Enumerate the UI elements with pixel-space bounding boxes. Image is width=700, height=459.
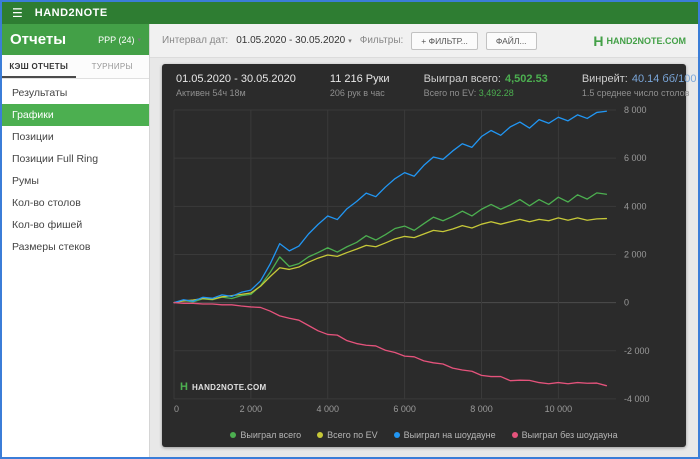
report-menu: Результаты Графики Позиции Позиции Full … <box>2 79 149 258</box>
tab-cash-reports[interactable]: КЭШ ОТЧЕТЫ <box>2 55 76 78</box>
chart-canvas[interactable]: 8 000 6 000 4 000 2 000 0 -2 000 -4 000 0 2 000 4… <box>164 102 684 423</box>
sidebar-item-tables-count[interactable]: Кол-во столов <box>12 197 81 209</box>
legend-label: Выиграл всего <box>240 430 302 440</box>
add-filter-button[interactable]: + ФИЛЬТР... <box>411 31 478 50</box>
legend-item[interactable]: Выиграл на шоудауне <box>393 430 496 440</box>
filter-toolbar: Интервал дат: 01.05.2020 - 30.05.2020 ▾ … <box>150 24 698 58</box>
avg-tables-text: 1.5 среднее число столов <box>581 88 690 98</box>
stat-winnings: Выиграл всего: 4,502.53 Всего по EV: 3,49… <box>424 73 548 98</box>
legend-item[interactable]: Выиграл без шоудауна <box>511 430 618 440</box>
legend-item[interactable]: Выиграл всего <box>230 430 301 440</box>
svg-text:8 000: 8 000 <box>624 105 646 115</box>
stat-date-range: 01.05.2020 - 30.05.2020 Активен 54ч 18м <box>176 73 296 98</box>
winrate-value: 40.14 бб/100 <box>631 73 697 85</box>
svg-text:2 000: 2 000 <box>240 404 262 414</box>
page-title: Отчеты <box>10 31 67 48</box>
date-range-dropdown[interactable]: 01.05.2020 - 30.05.2020 ▾ <box>236 35 352 46</box>
interval-label: Интервал дат: <box>162 35 229 46</box>
legend-label: Выиграл без шоудауна <box>521 430 618 440</box>
ev-total-value: 3,492.28 <box>478 88 514 98</box>
hands-count-text: 11 216 Руки <box>329 73 390 85</box>
svg-text:8 000: 8 000 <box>470 404 492 414</box>
svg-text:2 000: 2 000 <box>624 249 646 259</box>
chevron-down-icon: ▾ <box>137 36 141 44</box>
legend-dot-icon <box>230 432 237 438</box>
legend-dot-icon <box>317 432 324 438</box>
legend-item[interactable]: Всего по EV <box>317 430 378 440</box>
legend-label: Выиграл на шоудауне <box>403 430 496 440</box>
brand-text: HAND2NOTE.COM <box>606 35 686 46</box>
main-layout: Отчеты PPP (24) ▾ КЭШ ОТЧЕТЫ ТУРНИРЫ Рез… <box>2 24 698 457</box>
graph-panel: 01.05.2020 - 30.05.2020 Активен 54ч 18м … <box>162 64 696 447</box>
date-range-text: 01.05.2020 - 30.05.2020 <box>176 73 296 85</box>
legend-dot-icon <box>393 432 400 438</box>
tab-tournaments[interactable]: ТУРНИРЫ <box>91 62 133 71</box>
hand2note-brand-link[interactable]: H HAND2NOTE.COM <box>593 34 686 48</box>
svg-text:-2 000: -2 000 <box>624 346 649 356</box>
ev-total-label: Всего по EV: <box>423 88 477 98</box>
sidebar-item-positions[interactable]: Позиции <box>12 131 54 143</box>
sidebar-header: Отчеты PPP (24) ▾ <box>2 24 149 55</box>
hand2note-logo-icon: H <box>593 32 604 49</box>
stats-header: 01.05.2020 - 30.05.2020 Активен 54ч 18м … <box>162 64 696 102</box>
chart-legend: Выиграл всего Всего по EV Выиграл на шоуда… <box>162 423 686 447</box>
stat-hands: 11 216 Руки 206 рук в час <box>330 73 390 98</box>
svg-text:4 000: 4 000 <box>624 201 646 211</box>
sidebar-item-rooms[interactable]: Румы <box>12 175 39 187</box>
svg-text:10 000: 10 000 <box>545 404 572 414</box>
hands-per-hour-text: 206 рук в час <box>329 88 385 98</box>
legend-dot-icon <box>511 432 518 438</box>
main-area: Интервал дат: 01.05.2020 - 30.05.2020 ▾ … <box>150 24 698 457</box>
active-time-text: Активен 54ч 18м <box>176 88 246 98</box>
sidebar-item-positions-full-ring[interactable]: Позиции Full Ring <box>12 153 99 165</box>
date-range-value: 01.05.2020 - 30.05.2020 <box>236 35 346 46</box>
report-tabs: КЭШ ОТЧЕТЫ ТУРНИРЫ <box>2 55 149 79</box>
svg-text:-4 000: -4 000 <box>624 394 649 404</box>
filters-label: Фильтры: <box>359 35 404 46</box>
hamburger-menu-icon[interactable]: ☰ <box>12 6 23 20</box>
winnings-chart: 8 000 6 000 4 000 2 000 0 -2 000 -4 000 0 2 000 4… <box>162 102 686 423</box>
sidebar-item-chips-count[interactable]: Кол-во фишей <box>12 219 83 231</box>
content-area: 01.05.2020 - 30.05.2020 Активен 54ч 18м … <box>150 58 698 457</box>
sidebar-item-graphs[interactable]: Графики <box>2 104 149 126</box>
profile-name: PPP (24) <box>98 34 135 45</box>
top-bar: ☰ HAND2NOTE <box>2 2 698 24</box>
profile-selector[interactable]: PPP (24) ▾ <box>98 35 141 45</box>
sidebar-item-stack-sizes[interactable]: Размеры стеков <box>12 241 91 253</box>
file-button[interactable]: ФАЙЛ... <box>485 31 537 50</box>
won-total-value: 4,502.53 <box>504 73 548 85</box>
sidebar: Отчеты PPP (24) ▾ КЭШ ОТЧЕТЫ ТУРНИРЫ Рез… <box>2 24 150 457</box>
chevron-down-icon: ▾ <box>348 37 352 45</box>
stat-winrate: Винрейт: 40.14 бб/100 1.5 среднее число с… <box>582 73 697 98</box>
sidebar-item-results[interactable]: Результаты <box>12 87 68 99</box>
app-title: HAND2NOTE <box>34 7 108 19</box>
winrate-label: Винрейт: <box>581 73 628 85</box>
svg-text:0: 0 <box>624 298 629 308</box>
svg-text:0: 0 <box>174 404 179 414</box>
svg-text:6 000: 6 000 <box>624 153 646 163</box>
won-total-label: Выиграл всего: <box>423 73 501 85</box>
svg-text:6 000: 6 000 <box>393 404 415 414</box>
legend-label: Всего по EV <box>327 430 378 440</box>
svg-text:4 000: 4 000 <box>316 404 338 414</box>
